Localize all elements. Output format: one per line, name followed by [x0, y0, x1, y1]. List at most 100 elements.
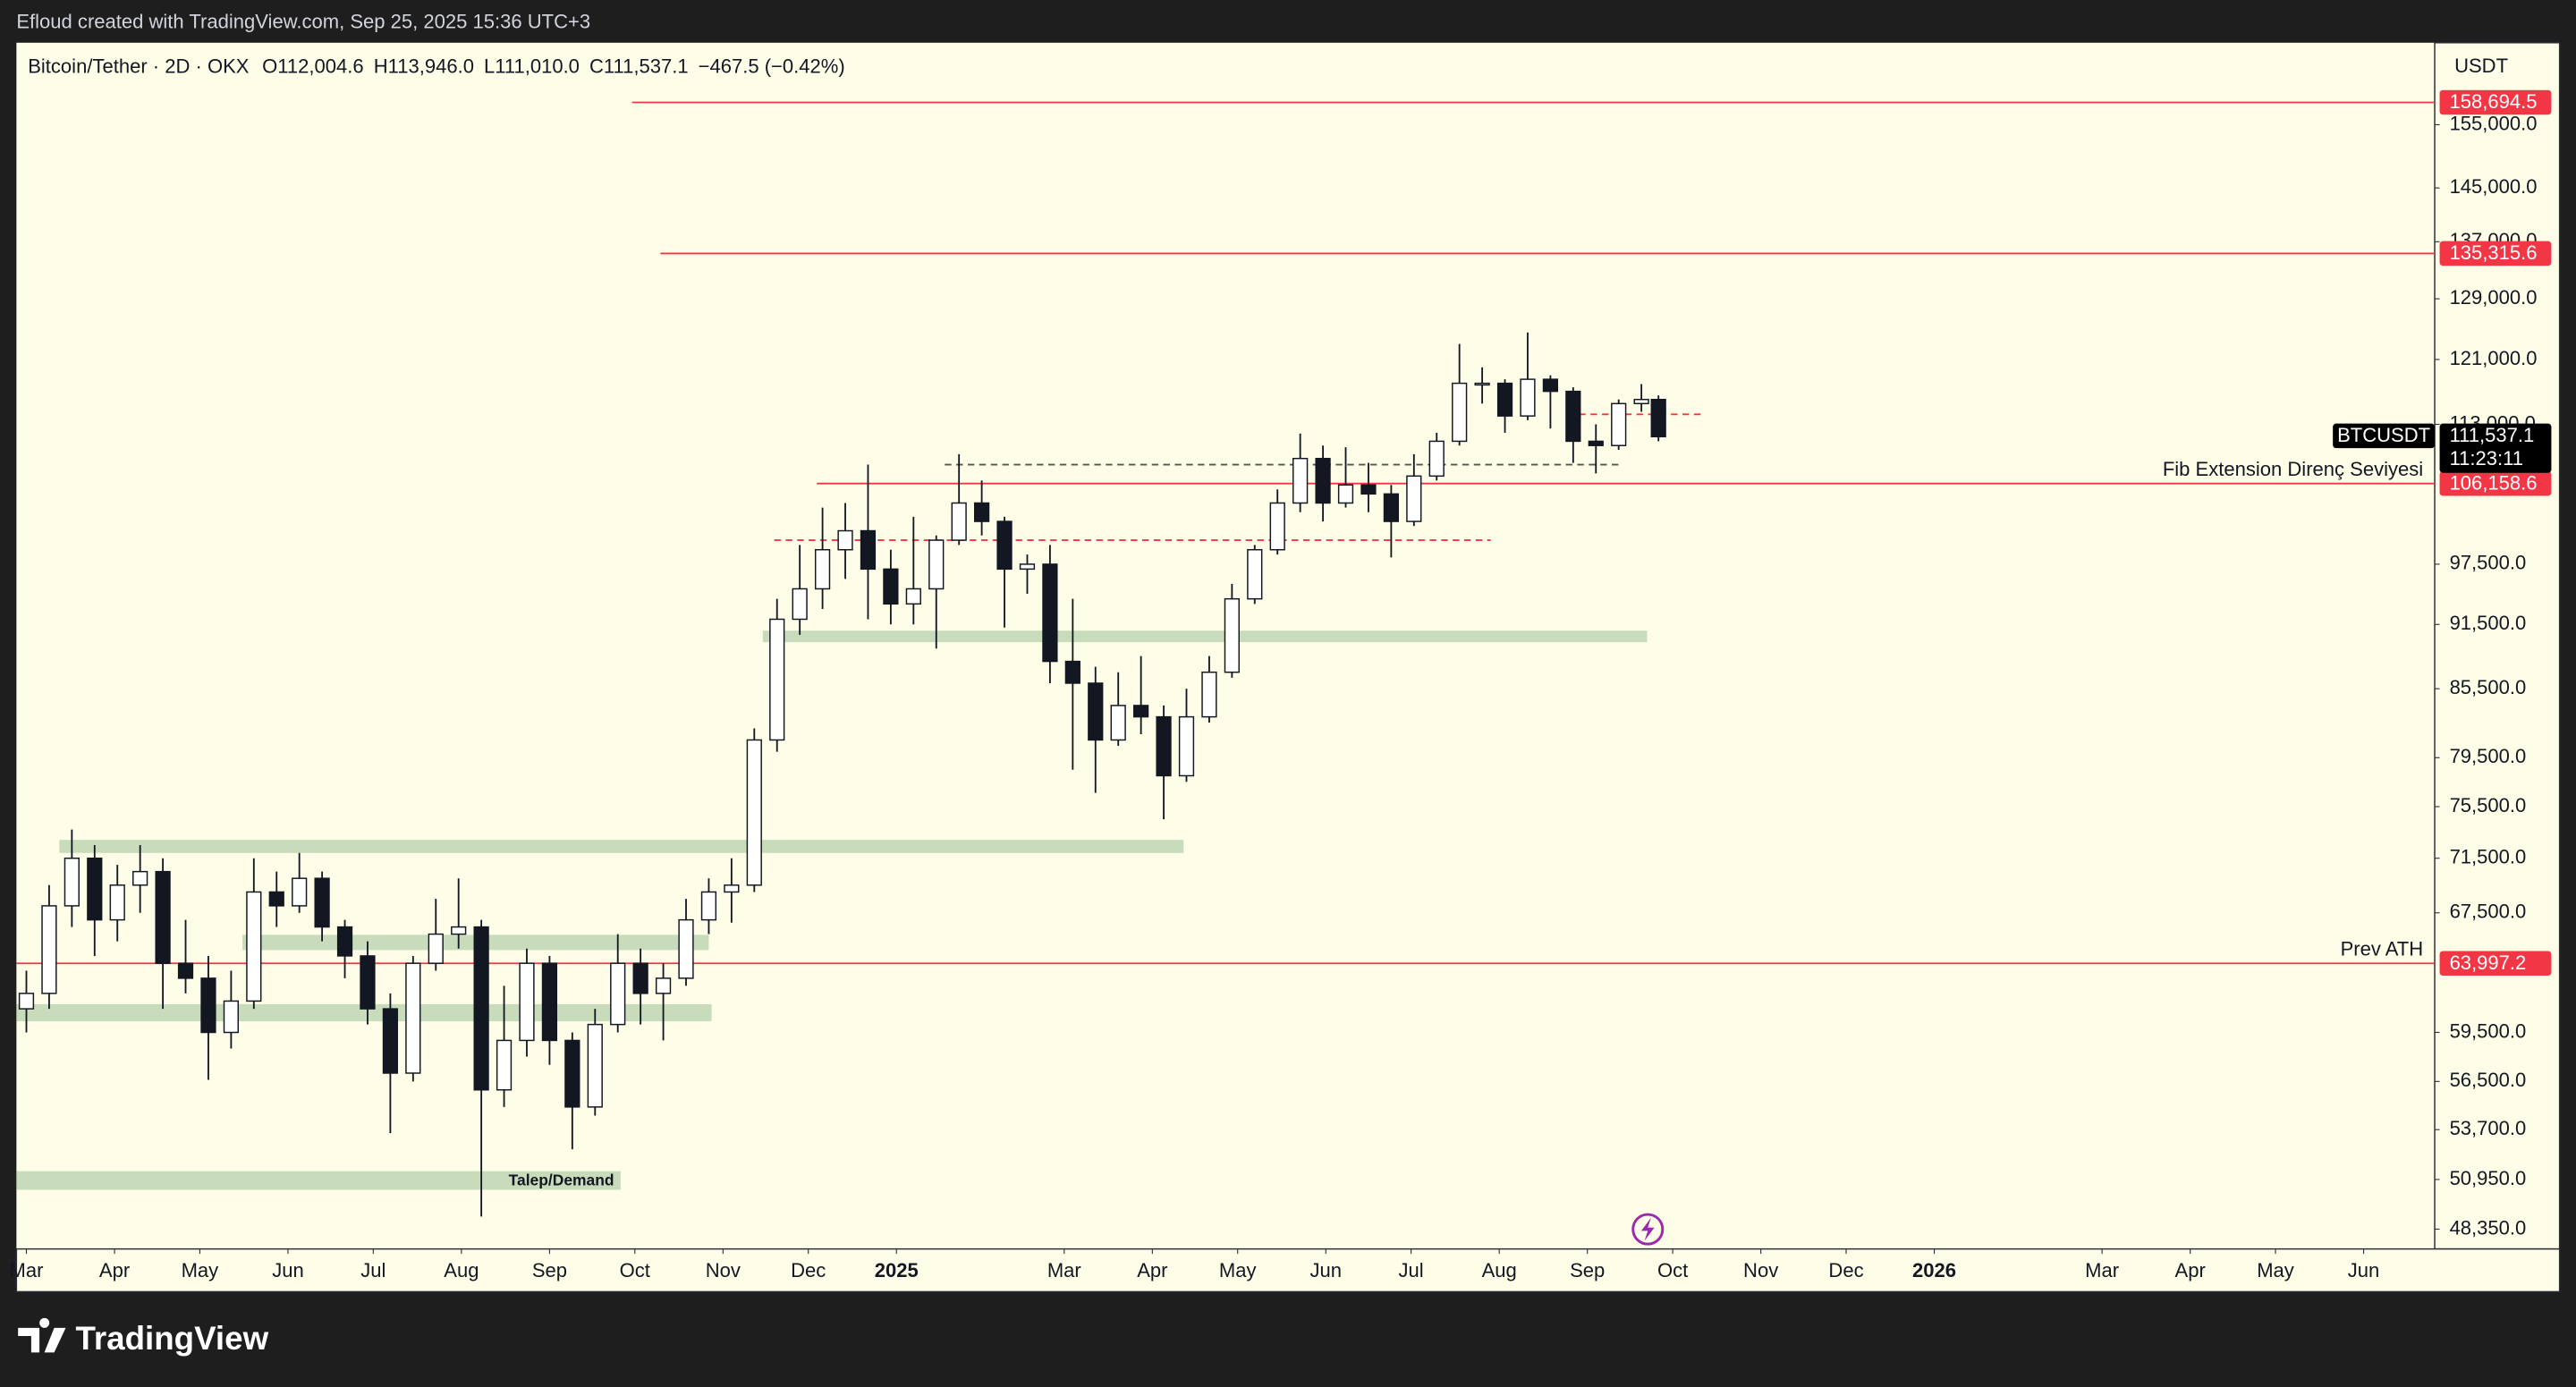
candle-body: [1292, 457, 1309, 504]
candle-body: [451, 926, 467, 935]
quote: C111,537.1: [589, 55, 689, 77]
x-tick-label: 2026: [1912, 1259, 1956, 1281]
candle-body: [223, 1000, 239, 1034]
candle-body: [519, 962, 535, 1042]
candle-body: [1496, 382, 1513, 417]
x-tick-label: Jul: [360, 1259, 386, 1281]
candle-body: [724, 884, 740, 893]
candle-body: [1269, 502, 1285, 551]
candle-body: [792, 588, 808, 621]
brand-logo: TradingView: [18, 1317, 269, 1357]
countdown: 11:23:11: [2450, 447, 2523, 469]
candle-body: [1110, 705, 1126, 741]
y-tick-label: 59,500.0: [2450, 1019, 2527, 1042]
candle-body: [1611, 402, 1627, 446]
candle-body: [360, 955, 376, 1010]
top-bar-text: Efloud created with TradingView.com, Sep…: [16, 11, 590, 33]
currency: USDT: [2454, 55, 2508, 77]
quote: L111,010.0: [484, 55, 580, 77]
x-tick-label: Nov: [1743, 1259, 1778, 1281]
x-tick-label: Dec: [791, 1259, 826, 1281]
candle-body: [951, 502, 967, 541]
candle-body: [1474, 382, 1490, 386]
x-tick-label: Jun: [1310, 1259, 1343, 1281]
plot: Talep/Demand Fib Extension Direnç Seviyes…: [16, 101, 2436, 1217]
candle-body: [564, 1039, 580, 1108]
time-axis: [15, 1247, 2561, 1293]
y-tick-label: 53,700.0: [2450, 1117, 2527, 1139]
level-price: 135,315.6: [2450, 241, 2538, 264]
candle-body: [678, 918, 694, 979]
candle-body: [837, 529, 853, 551]
candle-body: [996, 520, 1013, 571]
candle-body: [496, 1039, 513, 1091]
candle-body: [1315, 457, 1331, 504]
candle-body: [541, 962, 558, 1042]
candle-body: [700, 891, 717, 921]
y-tick-label: 85,500.0: [2450, 676, 2527, 698]
x-tick-label: May: [1219, 1259, 1257, 1281]
x-tick-label: Oct: [1657, 1259, 1688, 1281]
x-tick-label: Nov: [706, 1259, 741, 1281]
candle-body: [905, 588, 921, 605]
level-price-box: [2439, 241, 2552, 266]
candle-body: [655, 977, 672, 994]
level-price-box: [2439, 951, 2552, 977]
candle-body: [473, 926, 489, 1091]
candle-body: [1650, 398, 1666, 438]
y-tick-label: 75,500.0: [2450, 794, 2527, 816]
x-tick-label: Apr: [99, 1259, 130, 1281]
candle-body: [1019, 563, 1036, 571]
x-tick-label: Jul: [1399, 1259, 1424, 1281]
y-tick-label: 145,000.0: [2450, 175, 2538, 198]
y-tick-label: 97,500.0: [2450, 552, 2527, 574]
candle-body: [18, 993, 35, 1010]
last-symbol-box: [2333, 423, 2436, 449]
candle-body: [1565, 390, 1581, 443]
candle-body: [1383, 493, 1399, 522]
candle-body: [177, 962, 194, 979]
symbol: Bitcoin/Tether · 2D · OKX: [28, 55, 250, 77]
level-price-box: [2439, 470, 2552, 496]
candle-body: [200, 977, 216, 1034]
candle-body: [1224, 597, 1240, 673]
candle-body: [1452, 382, 1468, 443]
x-tick-label: May: [182, 1259, 219, 1281]
level-label: Prev ATH: [2341, 937, 2424, 960]
y-tick-label: 67,500.0: [2450, 901, 2527, 923]
candle-body: [405, 962, 421, 1074]
x-tick-label: Sep: [1570, 1259, 1605, 1281]
candle-body: [1360, 484, 1377, 495]
last-price-box: [2439, 423, 2552, 473]
candle-body: [246, 891, 262, 1002]
quote: O112,004.6: [262, 55, 363, 77]
x-tick-label: Jun: [272, 1259, 304, 1281]
x-tick-label: Aug: [1482, 1259, 1517, 1281]
candle-body: [1156, 715, 1172, 777]
candle-body: [1201, 671, 1217, 718]
x-tick-label: Mar: [2085, 1259, 2119, 1281]
level-price: 63,997.2: [2450, 951, 2527, 974]
lightning-icon: [1631, 1213, 1665, 1246]
candle-body: [1520, 378, 1536, 417]
brand-name: TradingView: [75, 1320, 268, 1357]
candle-body: [632, 962, 648, 994]
candle-body: [1042, 563, 1058, 663]
x-tick-label: Aug: [444, 1259, 479, 1281]
candle-body: [1633, 398, 1649, 405]
candle-body: [814, 548, 831, 590]
level-price: 158,694.5: [2450, 90, 2538, 113]
axes: 155,000.0145,000.0137,000.0129,000.0121,…: [10, 89, 2552, 1281]
zone-label: Talep/Demand: [509, 1171, 614, 1189]
candle-body: [109, 884, 125, 921]
x-tick-label: Sep: [532, 1259, 567, 1281]
zone: [762, 630, 1648, 643]
candle-body: [746, 739, 762, 886]
zone: [16, 1003, 712, 1022]
candle-body: [883, 568, 899, 605]
candle-body: [155, 870, 171, 964]
candle-body: [1428, 440, 1445, 478]
y-tick-label: 50,950.0: [2450, 1167, 2527, 1189]
